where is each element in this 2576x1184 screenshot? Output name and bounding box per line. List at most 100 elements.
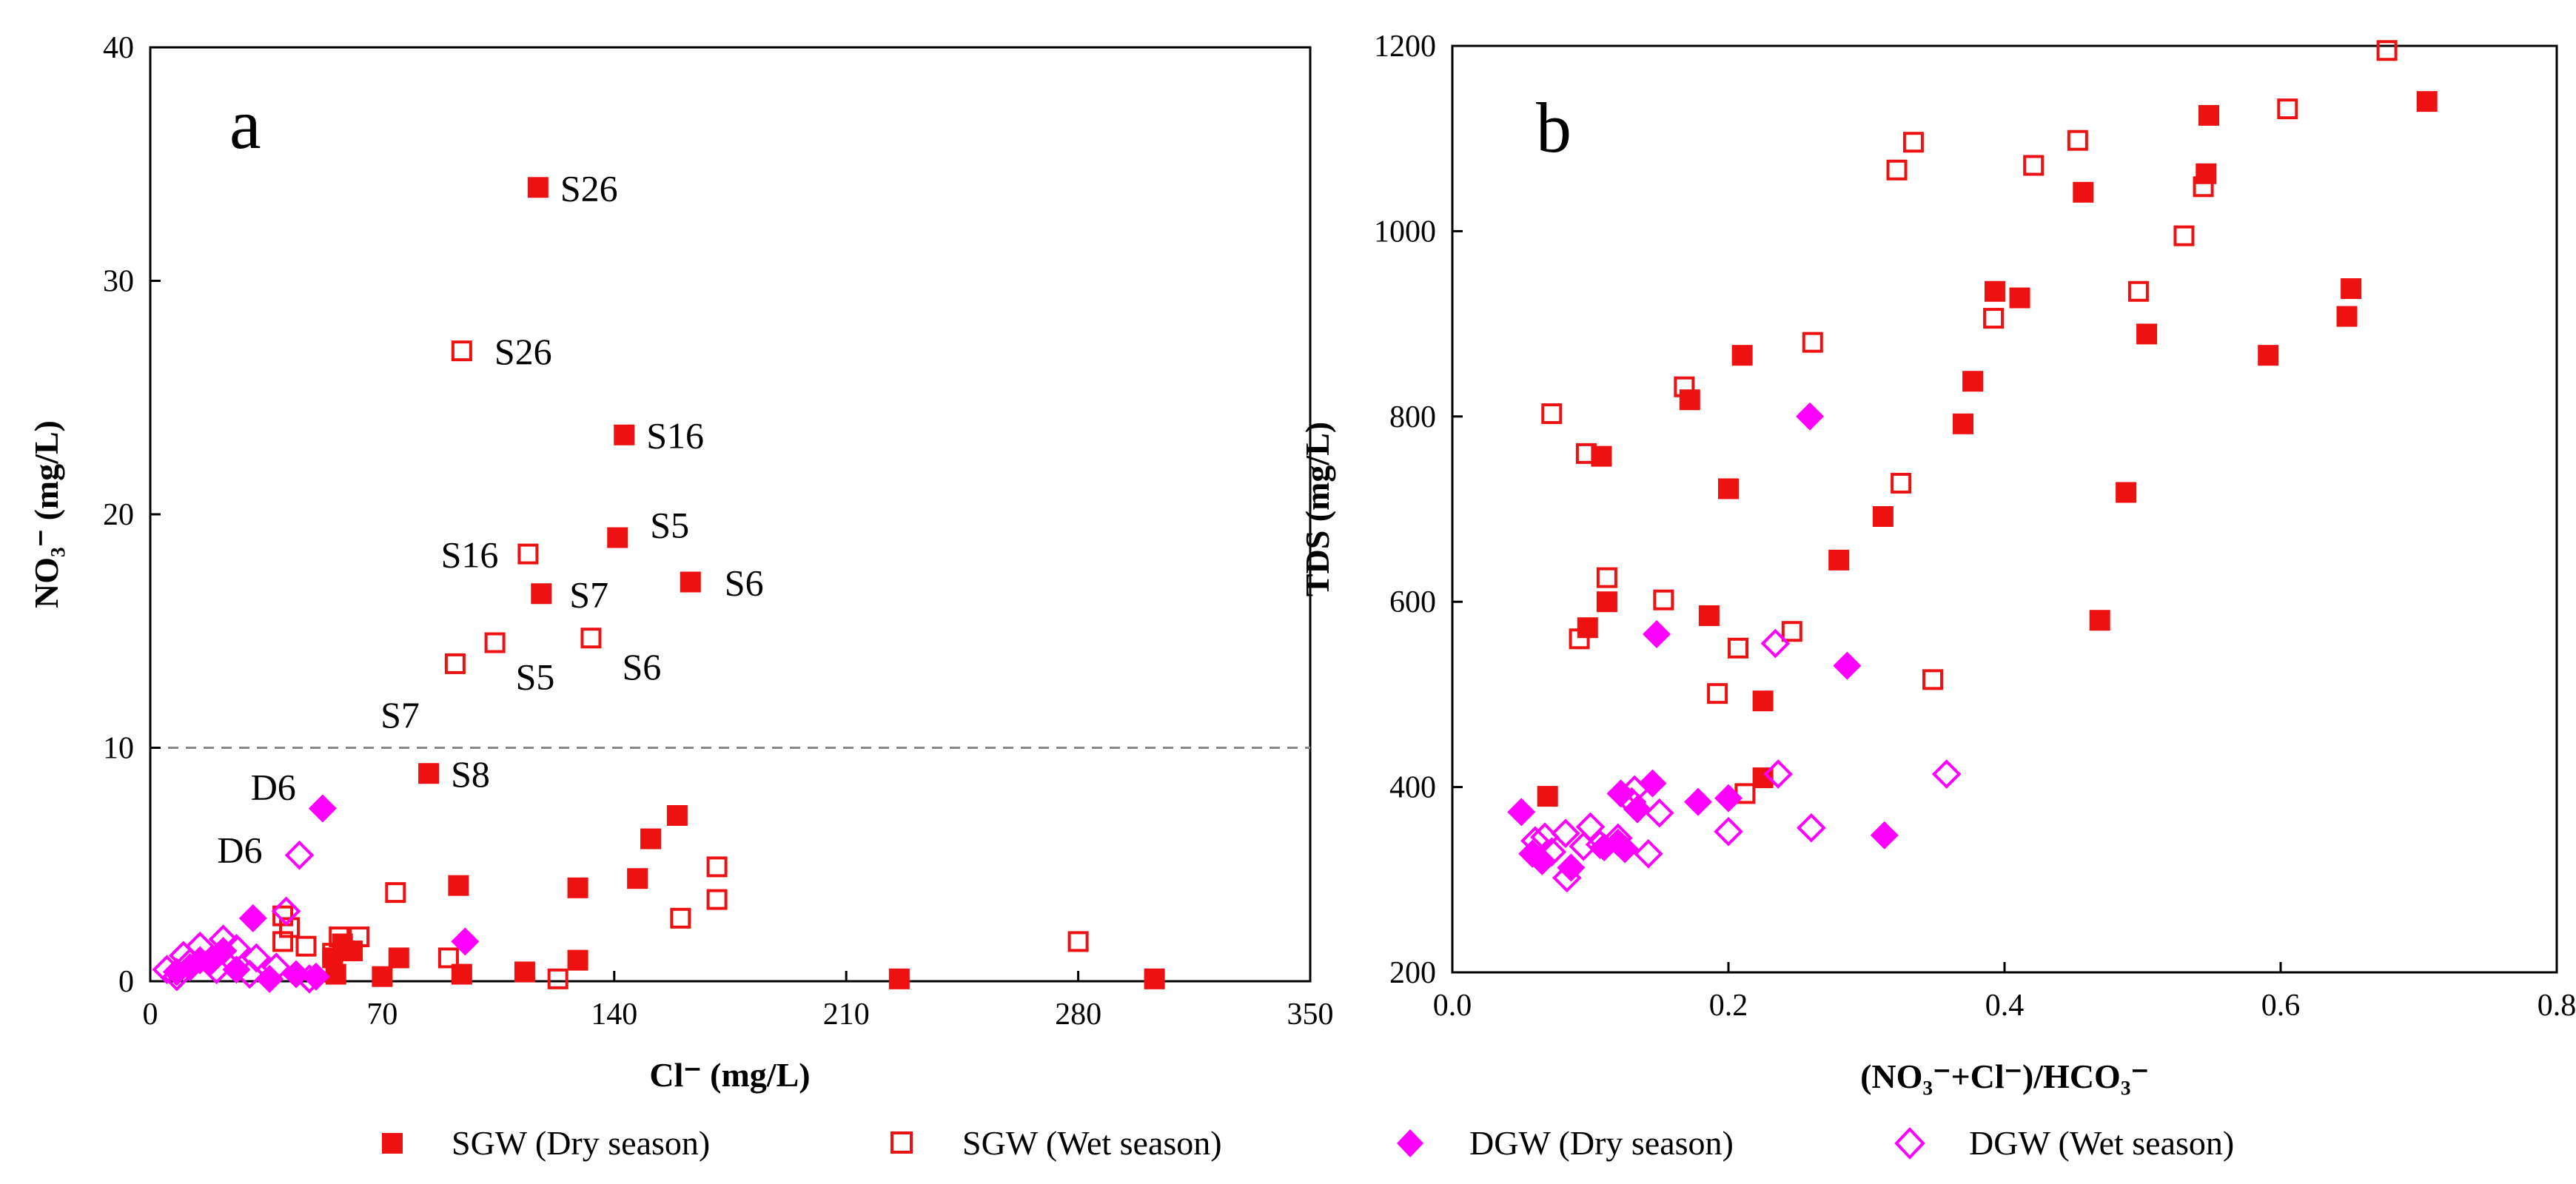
- series-sgw-dry: [322, 177, 1165, 989]
- series-dgw-dry: [1507, 402, 1899, 882]
- point-sgw-dry: [531, 583, 552, 605]
- point-dgw-dry: [1643, 620, 1671, 649]
- x-tick-label: 0.6: [2261, 989, 2301, 1023]
- point-sgw-wet: [1541, 403, 1563, 425]
- point-dgw-dry: [1714, 784, 1743, 813]
- point-dgw-wet: [221, 934, 252, 963]
- x-tick-label: 210: [823, 998, 870, 1032]
- point-dgw-dry: [255, 964, 284, 993]
- y-tick-label: 200: [1389, 956, 1436, 990]
- point-sgw-wet: [1067, 931, 1089, 952]
- point-sgw-dry: [2416, 91, 2438, 112]
- point-sgw-dry: [2089, 610, 2110, 631]
- point-sgw-wet: [2173, 225, 2195, 246]
- point-sgw-dry: [1718, 478, 1739, 500]
- y-tick-label: 400: [1389, 771, 1436, 805]
- y-tick-label: 40: [103, 31, 134, 65]
- point-sgw-wet: [1802, 332, 1823, 353]
- point-dgw-dry: [175, 953, 204, 982]
- point-sgw-dry: [680, 571, 701, 593]
- x-tick-label: 140: [591, 998, 637, 1032]
- annotation-s26: S26: [560, 167, 618, 209]
- legend-item-sgw-wet: SGW (Wet season): [890, 1124, 1222, 1162]
- series-sgw-dry: [1537, 91, 2438, 807]
- point-sgw-wet: [1674, 376, 1695, 397]
- point-dgw-wet: [1585, 830, 1615, 860]
- x-tick-label: 0.4: [1985, 989, 2025, 1023]
- point-sgw-wet: [2127, 280, 2149, 302]
- point-dgw-dry: [301, 962, 330, 991]
- point-dgw-dry: [1611, 835, 1640, 864]
- x-tick-label: 0.2: [1709, 989, 1748, 1023]
- legend-marker-sgw-dry: [382, 1133, 403, 1154]
- point-dgw-wet: [1797, 813, 1826, 843]
- annotation-s6: S6: [622, 646, 661, 687]
- point-sgw-dry: [388, 947, 409, 969]
- chart-panel-b: 0.0 0.2 0.4 0.6 0.8 200 400 600 800 1000 1200 b (N…: [1298, 30, 2576, 1095]
- point-dgw-dry: [1518, 839, 1547, 868]
- legend-label-dgw-wet: DGW (Wet season): [1969, 1124, 2234, 1162]
- x-tick-label: 350: [1287, 998, 1334, 1032]
- point-sgw-dry: [567, 877, 588, 898]
- point-sgw-dry: [372, 966, 393, 987]
- y-tick-label: 30: [103, 265, 134, 299]
- point-sgw-wet: [706, 856, 728, 878]
- annotation-s8: S8: [451, 753, 490, 795]
- point-sgw-wet: [1569, 628, 1590, 650]
- point-sgw-wet: [484, 632, 506, 653]
- point-sgw-dry: [1752, 690, 1774, 712]
- plot-area-a: [149, 46, 1312, 983]
- point-dgw-wet: [1763, 759, 1793, 789]
- point-sgw-wet: [1922, 669, 1944, 690]
- point-sgw-dry: [1596, 591, 1617, 613]
- x-tick-label: 0: [143, 998, 158, 1032]
- legend-label-sgw-wet: SGW (Wet season): [962, 1124, 1222, 1162]
- point-sgw-wet: [2277, 98, 2298, 120]
- point-sgw-dry: [1962, 371, 1984, 392]
- point-sgw-wet: [1781, 621, 1802, 642]
- point-sgw-dry: [567, 949, 588, 971]
- y-tick-label: 1000: [1374, 215, 1436, 249]
- point-sgw-wet: [272, 905, 294, 926]
- x-axis-title-b: (NO₃⁻+Cl⁻)/HCO₃⁻: [1860, 1057, 2149, 1095]
- point-dgw-wet: [1617, 787, 1647, 817]
- point-sgw-dry: [1698, 605, 1720, 626]
- point-dgw-dry: [1606, 779, 1635, 808]
- legend: SGW (Dry season) SGW (Wet season) DGW (D…: [382, 1124, 2234, 1162]
- point-dgw-dry: [308, 794, 337, 823]
- point-sgw-dry: [640, 828, 662, 850]
- legend-item-sgw-dry: SGW (Dry season): [382, 1124, 710, 1162]
- point-sgw-dry: [1872, 506, 1894, 528]
- point-sgw-dry: [1537, 786, 1558, 807]
- point-sgw-dry: [448, 875, 469, 896]
- x-axis-title-a: Cl⁻ (mg/L): [649, 1056, 810, 1094]
- point-sgw-wet: [437, 947, 459, 969]
- point-sgw-dry: [2073, 181, 2094, 203]
- legend-marker-dgw-wet: [1894, 1127, 1925, 1160]
- point-sgw-dry: [888, 968, 910, 989]
- point-dgw-dry: [1507, 798, 1536, 827]
- point-sgw-wet: [2067, 130, 2088, 151]
- point-dgw-wet: [1931, 759, 1962, 789]
- point-dgw-wet: [1760, 628, 1791, 659]
- point-sgw-wet: [385, 882, 406, 904]
- point-sgw-wet: [517, 543, 539, 565]
- point-sgw-dry: [2116, 482, 2137, 503]
- point-dgw-wet: [1537, 837, 1567, 867]
- point-dgw-wet: [1714, 816, 1743, 847]
- point-sgw-wet: [322, 943, 343, 964]
- point-dgw-wet: [1520, 826, 1550, 856]
- point-sgw-dry: [1953, 413, 1974, 434]
- point-dgw-wet: [1551, 818, 1580, 849]
- point-sgw-dry: [527, 177, 549, 198]
- annotation-s5: S5: [516, 656, 555, 698]
- point-dgw-dry: [1870, 821, 1899, 850]
- point-sgw-wet: [580, 628, 602, 649]
- point-dgw-wet: [1620, 775, 1650, 805]
- point-sgw-dry: [2009, 287, 2030, 309]
- annotation-d6: D6: [251, 767, 296, 808]
- point-dgw-dry: [451, 927, 480, 956]
- annotation-s16: S16: [646, 415, 704, 457]
- x-tick-label: 280: [1055, 998, 1101, 1032]
